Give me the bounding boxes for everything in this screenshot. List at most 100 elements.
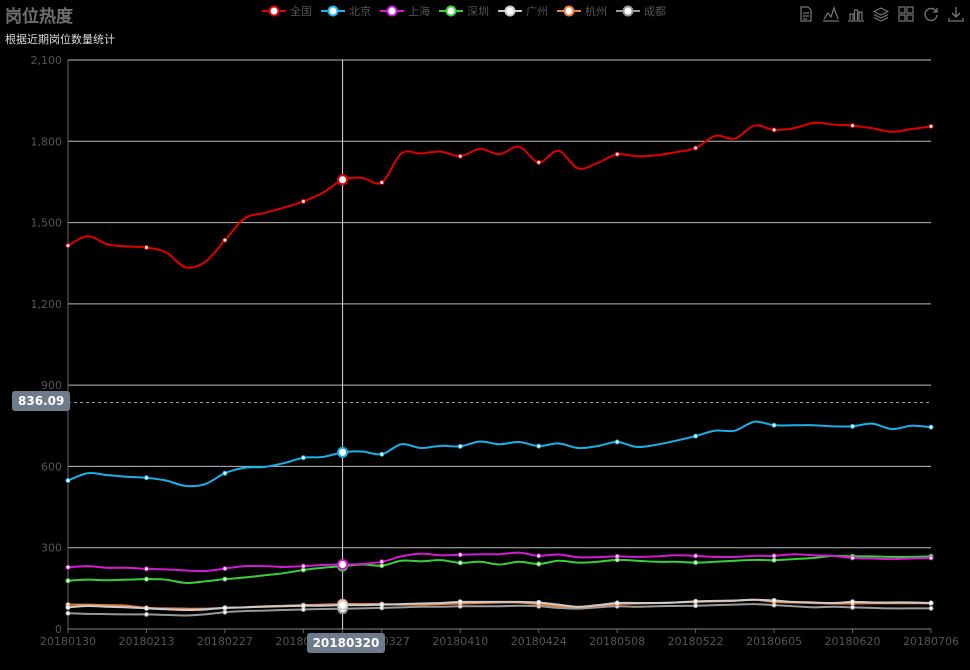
- legend-marker-icon: [262, 5, 286, 17]
- data-point: [65, 610, 71, 616]
- data-point: [693, 433, 699, 439]
- data-point: [222, 605, 228, 611]
- data-point: [222, 576, 228, 582]
- data-point: [379, 559, 385, 565]
- data-point: [337, 446, 349, 458]
- legend-label: 北京: [349, 5, 371, 18]
- data-point: [614, 600, 620, 606]
- chart-subtitle: 根据近期岗位数量统计: [5, 33, 115, 46]
- tiled-icon[interactable]: [898, 6, 914, 22]
- data-point: [850, 555, 856, 561]
- data-point: [536, 553, 542, 559]
- x-tick-label: 20180706: [903, 635, 959, 648]
- legend-item[interactable]: 全国: [262, 3, 312, 19]
- restore-icon[interactable]: [923, 6, 939, 22]
- line-chart-icon[interactable]: [823, 6, 839, 22]
- data-point: [771, 598, 777, 604]
- data-point: [928, 600, 934, 606]
- legend-marker-icon: [439, 5, 463, 17]
- data-point: [143, 566, 149, 572]
- chart-title: 岗位热度: [5, 7, 73, 27]
- data-point: [457, 552, 463, 558]
- data-point: [65, 478, 71, 484]
- legend-item[interactable]: 上海: [380, 3, 430, 19]
- bar-chart-icon[interactable]: [848, 6, 864, 22]
- legend-item[interactable]: 北京: [321, 3, 371, 19]
- data-point: [536, 561, 542, 567]
- y-tick-label: 600: [41, 460, 62, 473]
- data-point: [536, 159, 542, 165]
- x-axis-pointer-label: 20180320: [306, 633, 386, 653]
- legend-label: 上海: [408, 5, 430, 18]
- data-point: [850, 123, 856, 129]
- toolbox: [789, 6, 964, 22]
- data-point: [65, 564, 71, 570]
- data-point: [65, 604, 71, 610]
- y-tick-label: 1,500: [31, 217, 63, 230]
- data-point: [337, 174, 349, 186]
- data-point: [65, 578, 71, 584]
- data-point: [771, 553, 777, 559]
- data-point: [693, 145, 699, 151]
- data-point: [536, 443, 542, 449]
- legend-label: 深圳: [467, 5, 489, 18]
- y-tick-label: 1,200: [31, 298, 63, 311]
- data-point: [536, 599, 542, 605]
- data-point: [771, 422, 777, 428]
- series-line-2: [67, 551, 932, 573]
- data-point: [300, 198, 306, 204]
- data-point: [457, 599, 463, 605]
- data-point: [928, 123, 934, 129]
- data-point: [693, 553, 699, 559]
- legend-marker-icon: [321, 5, 345, 17]
- stack-icon[interactable]: [872, 6, 890, 22]
- legend-item[interactable]: 成都: [616, 3, 666, 19]
- data-point: [928, 605, 934, 611]
- series-line-4: [67, 598, 932, 612]
- data-point: [928, 555, 934, 561]
- y-tick-label: 2,100: [31, 54, 63, 67]
- series-line-1: [67, 420, 932, 488]
- x-tick-label: 20180410: [432, 635, 488, 648]
- x-tick-label: 20180620: [825, 635, 881, 648]
- legend-marker-icon: [380, 5, 404, 17]
- data-point: [337, 599, 349, 611]
- data-point: [693, 560, 699, 566]
- legend: 全国 北京 上海 深圳 广州 杭州 成都: [262, 2, 675, 20]
- y-tick-label: 900: [41, 379, 62, 392]
- legend-item[interactable]: 广州: [498, 3, 548, 19]
- download-icon[interactable]: [948, 6, 964, 22]
- data-point: [300, 455, 306, 461]
- data-point: [222, 609, 228, 615]
- series-line-0: [67, 121, 932, 269]
- data-point: [771, 127, 777, 133]
- data-point: [143, 576, 149, 582]
- data-point: [614, 553, 620, 559]
- series-line-6: [67, 603, 931, 617]
- data-point: [614, 439, 620, 445]
- series-line-3: [67, 554, 932, 584]
- data-point: [379, 602, 385, 608]
- legend-item[interactable]: 杭州: [557, 3, 607, 19]
- y-tick-label: 300: [41, 542, 62, 555]
- x-tick-label: 20180227: [197, 635, 253, 648]
- data-point: [143, 475, 149, 481]
- data-point: [850, 599, 856, 605]
- y-tick-label: 1,800: [31, 135, 63, 148]
- legend-label: 全国: [290, 5, 312, 18]
- data-point: [379, 179, 385, 185]
- data-point: [222, 566, 228, 572]
- data-view-icon[interactable]: [798, 6, 814, 22]
- legend-label: 杭州: [585, 5, 607, 18]
- data-point: [143, 605, 149, 611]
- x-tick-label: 20180605: [746, 635, 802, 648]
- data-point: [65, 243, 71, 249]
- data-point: [457, 153, 463, 159]
- data-point: [300, 563, 306, 569]
- y-tick-label: 0: [55, 623, 62, 636]
- data-point: [928, 424, 934, 430]
- data-point: [693, 598, 699, 604]
- legend-marker-icon: [557, 5, 581, 17]
- legend-item[interactable]: 深圳: [439, 3, 489, 19]
